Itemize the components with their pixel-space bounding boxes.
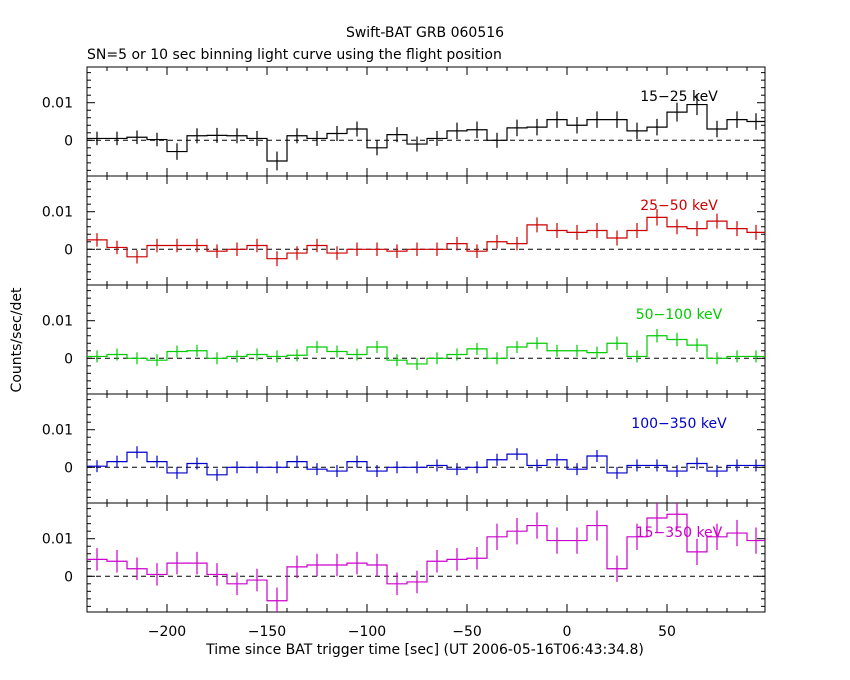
y-tick-label: 0.01 bbox=[42, 532, 73, 548]
x-tick-label: 50 bbox=[658, 624, 676, 640]
step-line bbox=[87, 451, 765, 476]
y-tick-label: 0 bbox=[64, 351, 73, 367]
y-tick-label: 0.01 bbox=[42, 205, 73, 221]
panel-frame bbox=[86, 393, 766, 504]
y-tick-label: 0.01 bbox=[42, 96, 73, 112]
series-4 bbox=[87, 446, 765, 481]
series-5 bbox=[87, 503, 765, 612]
y-tick-label: 0 bbox=[64, 242, 73, 258]
y-tick-label: 0 bbox=[64, 569, 73, 585]
x-tick-label: −200 bbox=[148, 624, 186, 640]
chart-title: Swift-BAT GRB 060516 bbox=[346, 25, 504, 41]
band-label: 15−25 keV bbox=[640, 89, 718, 105]
y-tick-label: 0.01 bbox=[42, 423, 73, 439]
panel-frame bbox=[86, 66, 766, 177]
step-line bbox=[87, 216, 765, 260]
step-line bbox=[87, 513, 765, 602]
y-tick-label: 0 bbox=[64, 133, 73, 149]
panel-4: 0 0.01 100−350 keV bbox=[42, 393, 766, 504]
x-tick-label: −50 bbox=[452, 624, 482, 640]
x-axis-label: Time since BAT trigger time [sec] (UT 20… bbox=[205, 642, 644, 658]
y-axis-label: Counts/sec/det bbox=[9, 287, 25, 392]
band-label: 50−100 keV bbox=[636, 307, 723, 323]
x-tick-label: −100 bbox=[348, 624, 386, 640]
panel-2: 0 0.01 25−50 keV bbox=[42, 175, 766, 286]
series-2 bbox=[87, 209, 765, 267]
panel-3: 0 0.01 50−100 keV bbox=[42, 284, 766, 395]
series-3 bbox=[87, 328, 765, 370]
y-tick-label: 0 bbox=[64, 460, 73, 476]
panel-frame bbox=[86, 284, 766, 395]
band-label: 25−50 keV bbox=[640, 198, 718, 214]
chart-subtitle: SN=5 or 10 sec binning light curve using… bbox=[87, 47, 502, 63]
panel-5: 0 0.01 15−350 keV bbox=[42, 502, 766, 613]
panel-frame bbox=[86, 175, 766, 286]
panel-frame bbox=[86, 502, 766, 613]
band-label: 15−350 keV bbox=[636, 525, 723, 541]
step-line bbox=[87, 335, 765, 365]
x-tick-label: 0 bbox=[563, 624, 572, 640]
panels-group: 0 0.01 15−25 keV 0 0.01 25−50 keV 0 0.01 50−100 … bbox=[42, 66, 766, 640]
y-tick-label: 0.01 bbox=[42, 314, 73, 330]
panel-1: 0 0.01 15−25 keV bbox=[42, 66, 766, 177]
series-1 bbox=[87, 94, 765, 171]
band-label: 100−350 keV bbox=[631, 416, 727, 432]
x-tick-label: −150 bbox=[248, 624, 286, 640]
step-line bbox=[87, 103, 765, 162]
